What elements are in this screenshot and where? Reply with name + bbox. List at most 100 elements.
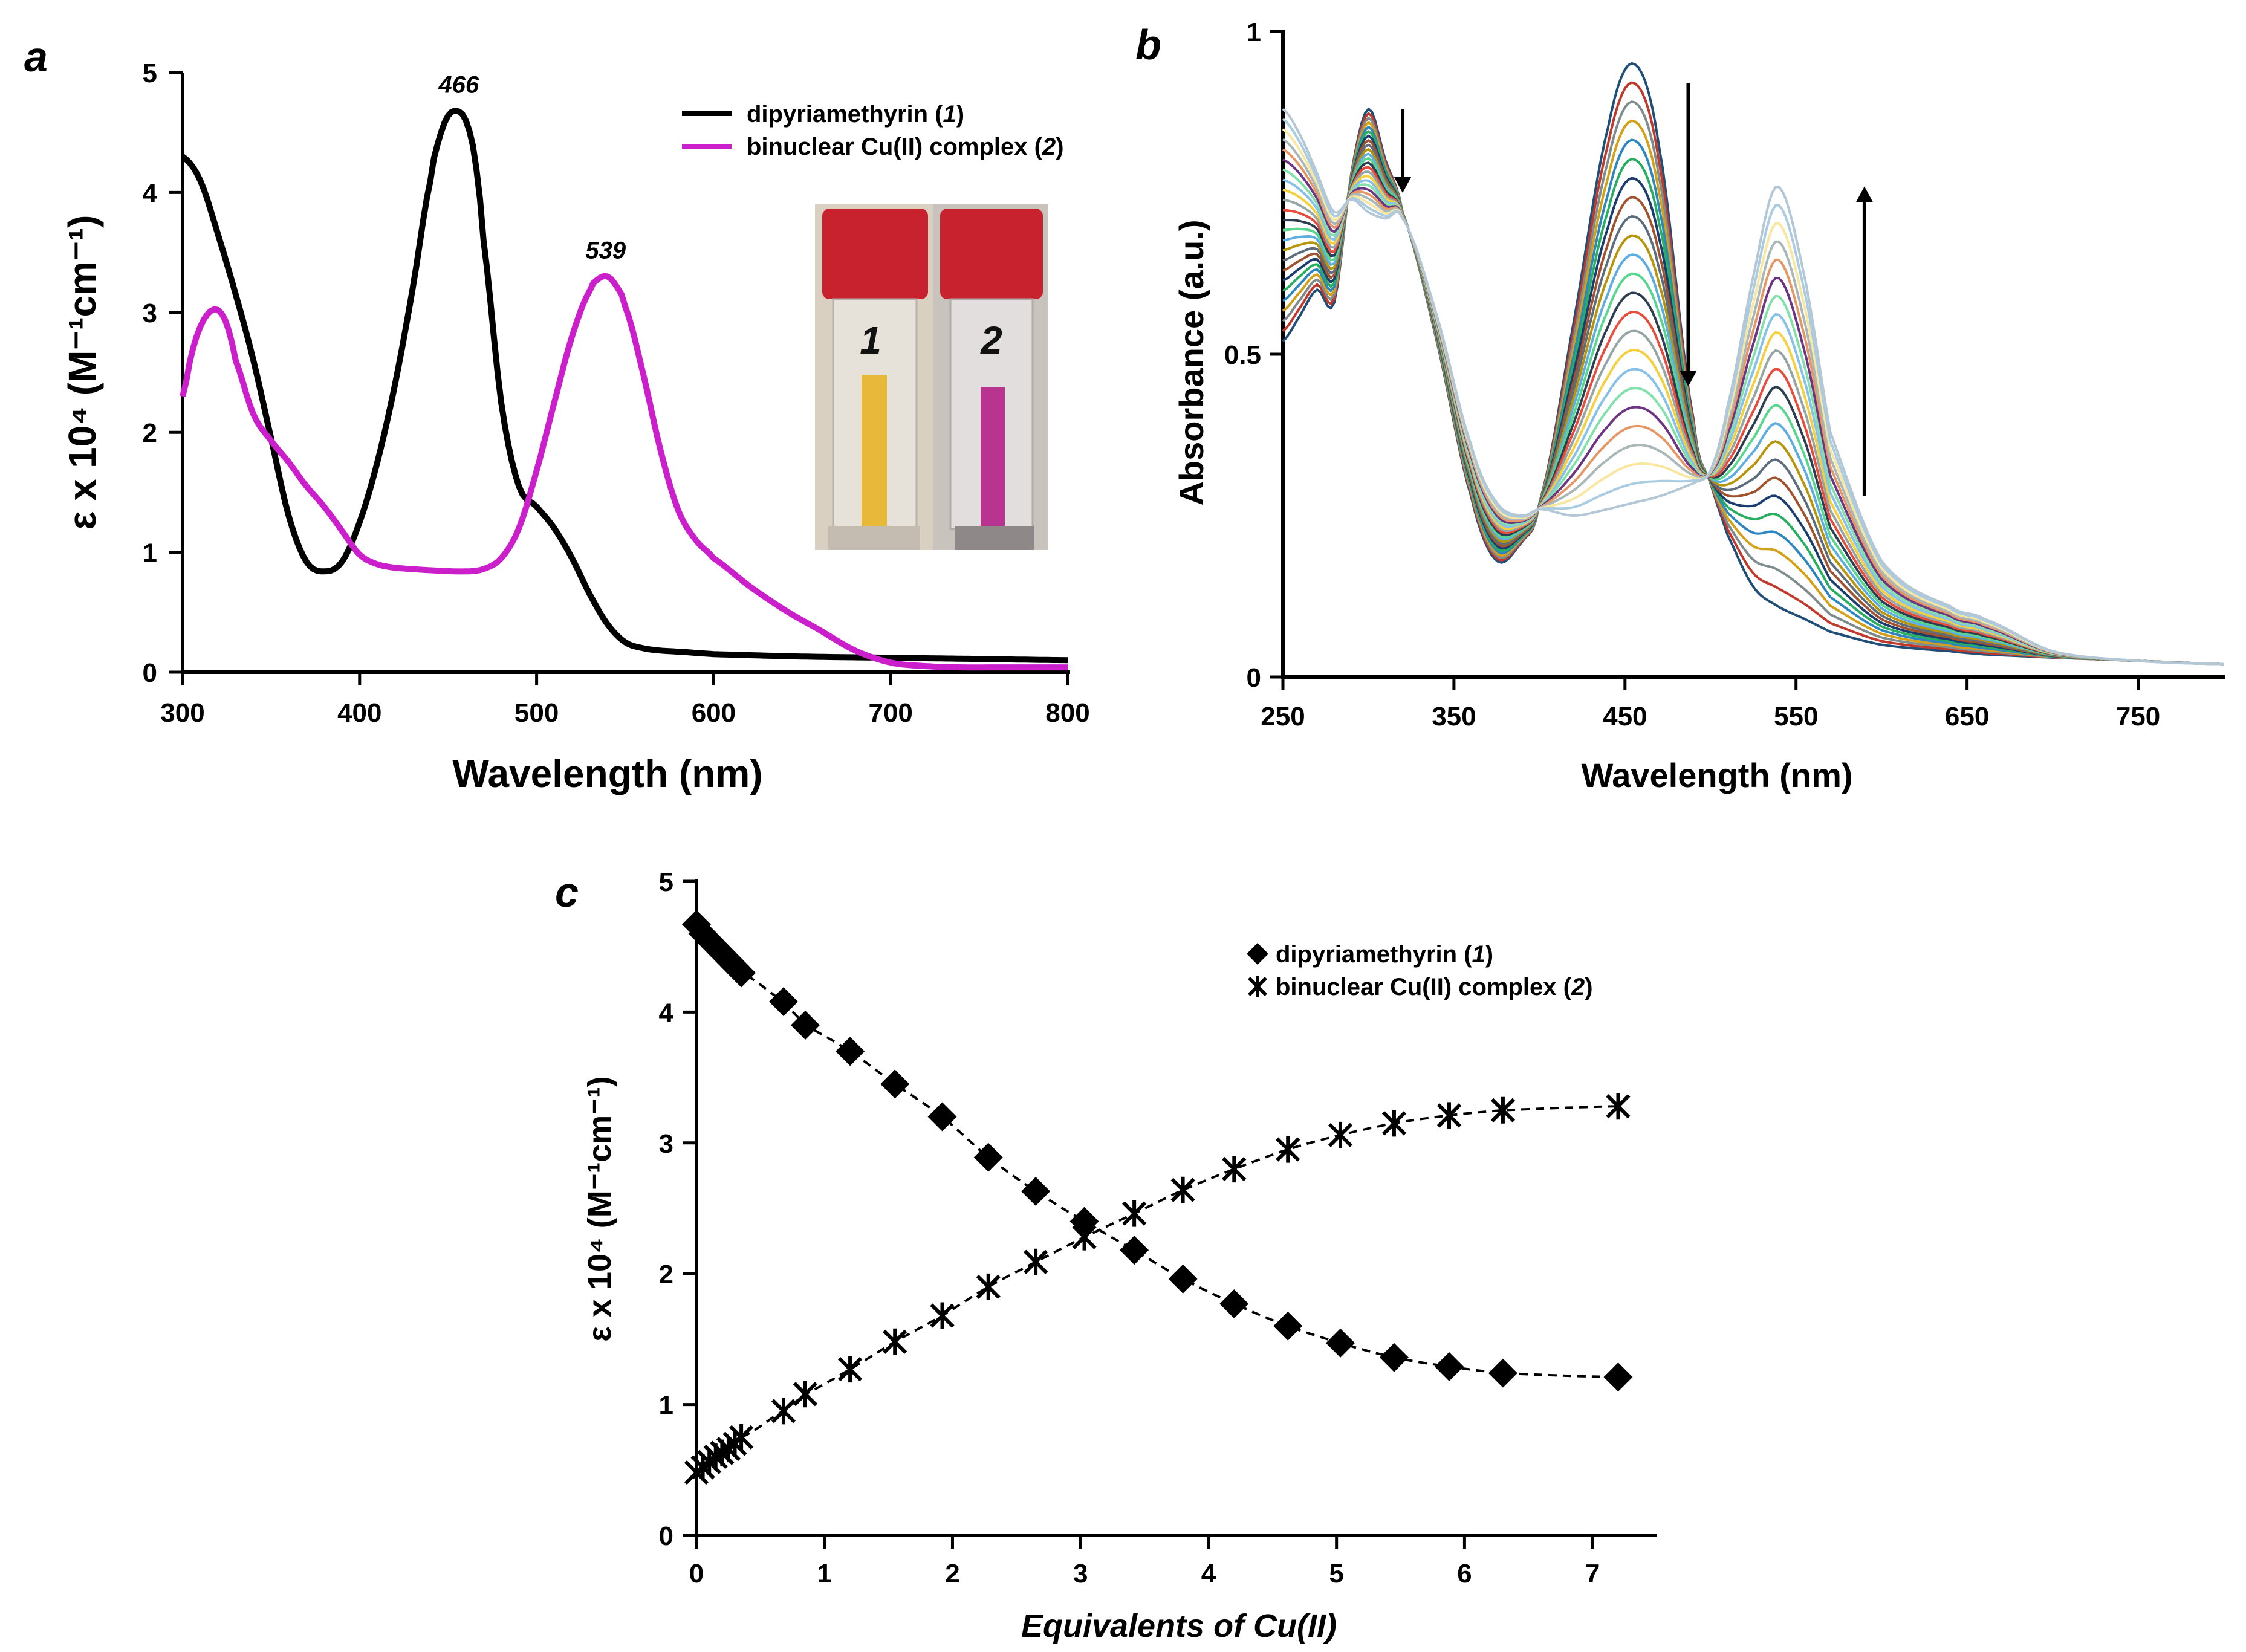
panel-b-spectrum-line — [1282, 175, 2224, 666]
panel-c-ytick-label: 5 — [659, 867, 673, 897]
panel-c-complex-point — [1222, 1156, 1247, 1183]
panel-c-ligand-point — [973, 1142, 1003, 1172]
panel-b-spectrum-line — [1282, 166, 2224, 666]
panel-c-letter: c — [555, 869, 579, 916]
panel-c-xtick-label: 3 — [1073, 1559, 1088, 1589]
cuvette-photo-inset: 1 2 — [815, 204, 1048, 550]
panel-a-ligand-line — [180, 108, 1068, 664]
panel-c-ytick-label: 4 — [659, 998, 674, 1028]
panel-b-arrow-head — [1394, 177, 1412, 193]
panel-c-ligand-point — [927, 1102, 957, 1132]
panel-c-ligand-point — [1120, 1236, 1149, 1265]
panel-c-ytick-label: 2 — [659, 1260, 673, 1289]
panel-c-xtick-label: 4 — [1201, 1559, 1216, 1589]
panel-b-ytick-label: 0.5 — [1224, 340, 1261, 370]
panel-b-spectrum-line — [1282, 168, 2224, 666]
panel-c-ytick-label: 1 — [659, 1391, 673, 1420]
panel-b-xtick-label: 750 — [2116, 702, 2160, 731]
vial-1-solution — [862, 375, 887, 529]
panel-c-ligand-point — [1219, 1289, 1249, 1318]
panel-a-complex-line — [180, 273, 1068, 671]
panel-c-ligand-point — [1326, 1328, 1355, 1358]
panel-c-xtick-label: 0 — [689, 1559, 704, 1589]
legend-c-ligand-label: dipyriamethyrin (1) — [1276, 941, 1493, 968]
panel-c-xtick-label: 7 — [1585, 1559, 1600, 1589]
legend-c-x-marker — [1247, 976, 1268, 997]
panel-c-complex-point — [1606, 1093, 1631, 1120]
panel-b-arrow-head — [1680, 371, 1697, 387]
panel-c-ligand-point — [768, 987, 798, 1017]
panel-b-spectrum-line — [1282, 118, 2224, 666]
vial-2-label: 2 — [980, 319, 1002, 362]
panel-a-ytick-label: 5 — [143, 59, 157, 88]
vial-2-base — [955, 526, 1034, 550]
panel-c-complex-point — [1381, 1110, 1407, 1137]
panel-c-complex-point — [883, 1328, 907, 1355]
legend-a-ligand-label: dipyriamethyrin (1) — [747, 101, 964, 128]
panel-c-complex-point — [837, 1356, 863, 1383]
panel-a-peak-label: 539 — [585, 237, 626, 264]
panel-c-xtick-label: 5 — [1329, 1559, 1343, 1589]
legend-c-diamond-marker — [1247, 943, 1268, 965]
panel-a-x-title: Wavelength (nm) — [452, 752, 762, 795]
panel-c-ligand-point — [1273, 1311, 1303, 1341]
panel-c-ligand-point — [1168, 1264, 1198, 1294]
panel-b-y-title: Absorbance (a.u.) — [1172, 220, 1210, 506]
panel-c-ytick-label: 3 — [659, 1129, 673, 1159]
panel-b-xtick-label: 550 — [1774, 702, 1818, 731]
panel-c-xtick-label: 2 — [945, 1559, 959, 1589]
panel-c-ligand-point — [1603, 1362, 1633, 1392]
panel-a-xtick-label: 700 — [868, 698, 912, 728]
panel-a-xtick-label: 400 — [337, 698, 381, 728]
panel-a-letter: a — [24, 33, 48, 80]
vial-2-cap — [940, 209, 1043, 299]
panel-c-ligand-point — [790, 1011, 820, 1040]
legend-c-complex-label: binuclear Cu(II) complex (2) — [1276, 974, 1593, 1000]
panel-a-chart: 0 1 2 3 4 5 300 400 500 600 700 800 466 539 Wavelen… — [60, 59, 1090, 795]
panel-b-spectrum-line — [1282, 170, 2224, 666]
panel-a-legend: dipyriamethyrin (1) binuclear Cu(II) com… — [682, 101, 1064, 160]
panel-a-ytick-label: 0 — [143, 658, 157, 688]
panel-c-complex-point — [1072, 1223, 1097, 1251]
vial-2-solution — [981, 387, 1005, 526]
panel-c-ligand-point — [880, 1069, 910, 1099]
panel-a-peak-label: 466 — [438, 71, 479, 98]
panel-c-complex-point — [729, 1424, 754, 1451]
panel-a-ytick-label: 4 — [143, 178, 158, 208]
panel-c-ytick-label: 0 — [659, 1521, 673, 1551]
panel-c-complex-point — [1122, 1200, 1147, 1227]
panel-b-spectrum-line — [1282, 119, 2224, 666]
panel-c-complex-point — [976, 1273, 1001, 1300]
panel-b-xtick-label: 450 — [1603, 702, 1647, 731]
panel-c-complex-fit-line — [695, 1105, 1618, 1474]
legend-a-complex-label: binuclear Cu(II) complex (2) — [747, 134, 1064, 160]
panel-a-ytick-label: 1 — [143, 539, 157, 568]
panel-c-complex-point — [1490, 1096, 1516, 1124]
panel-a-ytick-label: 2 — [143, 418, 157, 448]
panel-c-ligand-point — [1488, 1358, 1517, 1388]
panel-b-ytick-label: 1 — [1247, 18, 1261, 47]
panel-c-complex-point — [930, 1302, 955, 1329]
vial-1-label: 1 — [860, 319, 881, 362]
panel-c-ligand-point — [1434, 1352, 1464, 1381]
panel-b-xtick-label: 250 — [1261, 702, 1305, 731]
panel-c-ligand-fit-line — [695, 924, 1618, 1379]
panel-b-spectrum-line — [1282, 178, 2224, 666]
panel-c-complex-point — [1436, 1102, 1462, 1129]
panel-a-xtick-label: 800 — [1045, 698, 1089, 728]
vial-1-base — [828, 526, 920, 550]
panel-c-chart: 0 1 2 3 4 5 0 1 2 3 4 5 6 7 Equivalents of Cu(II) ε … — [582, 867, 1657, 1644]
panel-c-y-title: ε x 10⁴ (M⁻¹cm⁻¹) — [582, 1076, 618, 1341]
panel-c-complex-point — [793, 1381, 818, 1408]
panel-a-xtick-label: 600 — [692, 698, 736, 728]
panel-c-complex-point — [1170, 1176, 1195, 1203]
panel-c-complex-point — [1023, 1248, 1048, 1275]
panel-c-complex-point — [1276, 1136, 1300, 1163]
panel-a-y-title: ε x 10⁴ (M⁻¹cm⁻¹) — [60, 215, 104, 530]
vial-1-cap — [822, 209, 928, 299]
panel-c-complex-point — [1328, 1121, 1353, 1148]
panel-c-complex-point — [771, 1398, 796, 1425]
panel-c-x-title: Equivalents of Cu(II) — [1021, 1608, 1337, 1644]
panel-c-xtick-label: 1 — [817, 1559, 831, 1589]
